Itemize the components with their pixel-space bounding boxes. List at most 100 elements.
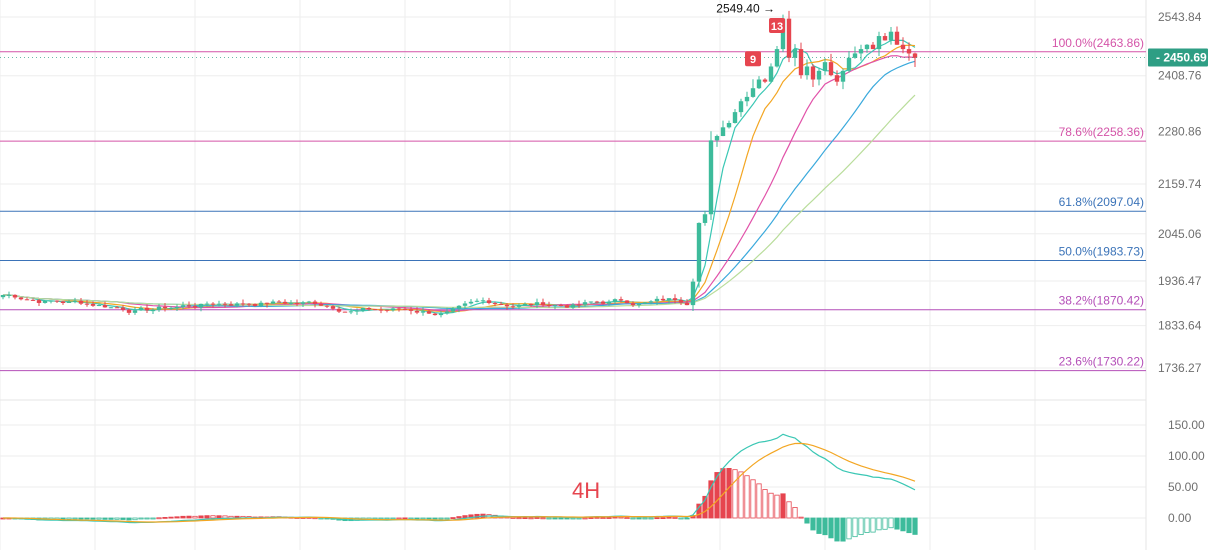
macd-histogram-bar [444,517,450,520]
candle-bearish [324,305,330,307]
macd-histogram-bar [222,515,228,519]
candle-bullish [6,294,12,296]
macd-histogram-bar [186,515,192,519]
candle-bearish [222,303,228,305]
candle-bearish [228,304,234,306]
candle-bearish [186,305,192,307]
candle-bearish [30,299,36,301]
candle-bullish [270,301,276,304]
candle-bearish [294,303,300,305]
candle-bullish [888,31,894,41]
macd-tick-label: 100.00 [1168,449,1205,463]
candle-bullish [360,307,366,311]
candle-bearish [102,305,108,308]
fib-level-label: 50.0%(1983.73) [1059,244,1144,258]
macd-histogram-bar [216,515,222,519]
macd-histogram-bar [162,517,168,519]
macd-histogram-bar [516,517,522,520]
candle-bullish [864,44,870,50]
macd-tick-label: 0.00 [1168,511,1192,525]
macd-histogram-bar [132,517,138,521]
candle-bullish [750,88,756,97]
candle-bearish [630,303,636,306]
macd-histogram-bar [840,517,846,542]
candle-bullish [204,303,210,305]
macd-histogram-bar [648,517,654,520]
candle-bullish [216,303,222,305]
candle-bearish [432,313,438,316]
candle-bullish [72,300,78,302]
candle-bearish [576,304,582,306]
macd-histogram-bar [546,517,552,520]
candle-bullish [474,300,480,302]
candle-bullish [96,305,102,307]
y-tick-label: 2159.74 [1158,177,1202,191]
macd-histogram-bar [702,495,708,519]
candle-bullish [846,57,852,71]
candle-bearish [678,300,684,303]
high-price-marker: 2549.40 → [716,2,775,16]
macd-histogram-bar [168,516,174,519]
candle-bearish [882,36,888,41]
macd-histogram-bar [606,517,612,519]
current-price-label: - 2450.69 [1156,50,1207,64]
macd-histogram-bar [156,517,162,520]
candle-bullish [138,307,144,311]
candle-bullish [804,66,810,76]
candle-bearish [828,62,834,76]
price-axis: 2543.84 2408.76 2280.86 2159.74 2045.06 1936.… [0,10,1208,525]
macd-histogram-bar [576,517,582,520]
macd-histogram-bar [828,517,834,539]
macd-histogram-bar [888,517,894,529]
candle-bullish [168,307,174,309]
candle-bearish [336,308,342,312]
candle-bearish [510,306,516,308]
macd-histogram-bar [390,517,396,520]
candle-bullish [570,304,576,308]
candle-bullish [306,301,312,303]
candle-bullish [696,222,702,282]
macd-histogram-bar [600,517,606,520]
y-tick-label: 1833.64 [1158,319,1202,333]
candle-bearish [120,307,126,310]
candle-bullish [702,214,708,223]
macd-histogram-bar [414,517,420,520]
candle-bullish [288,303,294,305]
candle-bullish [708,140,714,215]
macd-histogram-bar [540,517,546,520]
candle-bearish [906,49,912,54]
candle-bullish [654,298,660,302]
y-tick-label: 2280.86 [1158,124,1202,138]
macd-histogram-bar [732,469,738,519]
candle-bearish [684,302,690,306]
candle-bearish [60,301,66,303]
macd-histogram-bar [564,517,570,520]
macd-histogram-bar [108,517,114,520]
candle-bearish [246,303,252,305]
candle-bullish [648,301,654,303]
candle-bullish [690,281,696,306]
macd-histogram-bar [180,515,186,519]
macd-histogram-bar [738,471,744,519]
fib-level-label: 78.6%(2258.36) [1059,125,1144,139]
macd-histogram-bar [852,517,858,538]
candle-bullish [180,305,186,308]
candle-bullish [588,301,594,303]
candle-bearish [414,310,420,313]
candle-bullish [534,302,540,306]
macd-histogram-bar [402,517,408,520]
moving-averages [2,39,916,314]
macd-histogram-bar [552,517,558,520]
macd-histogram-bar [864,517,870,533]
macd-histogram-bar [84,517,90,520]
macd-histogram-bar [876,517,882,531]
td-count-label: 9 [750,54,756,66]
moving-average-line [2,44,916,313]
candle-bullish [348,311,354,313]
candle-bullish [642,302,648,304]
y-tick-label: 2408.76 [1158,69,1202,83]
macd-histogram-bar [768,492,774,519]
candle-bullish [132,310,138,313]
candle-bullish [234,303,240,306]
